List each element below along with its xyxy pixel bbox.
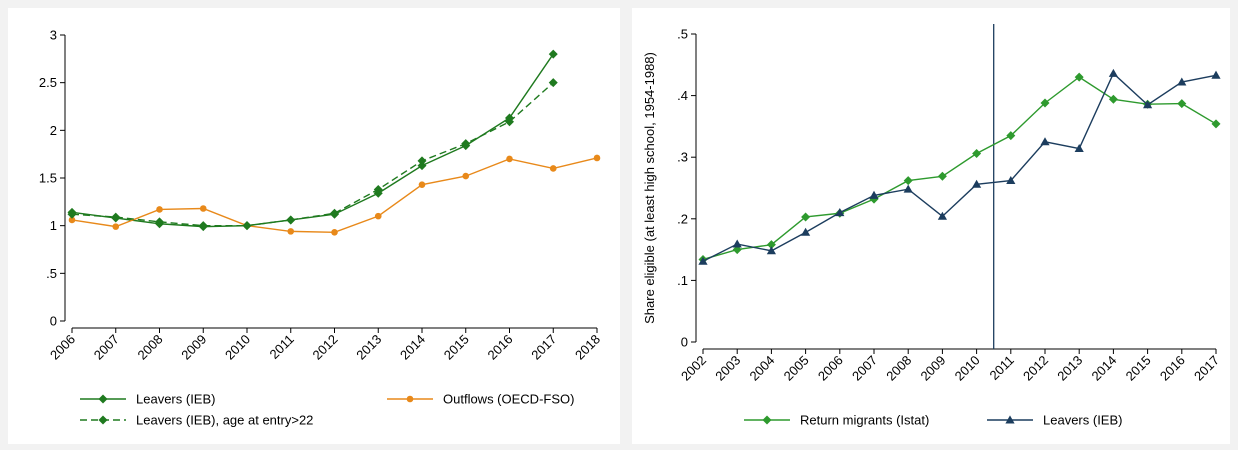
data-point xyxy=(1006,131,1016,141)
data-point xyxy=(111,212,121,222)
data-point xyxy=(903,184,913,193)
data-point xyxy=(1143,100,1153,109)
data-point xyxy=(1006,176,1016,185)
series-line-1 xyxy=(702,72,1217,262)
legend-marker xyxy=(98,415,108,425)
data-point xyxy=(835,208,845,217)
legend-label: Outflows (OECD-FSO) xyxy=(443,392,574,407)
data-point xyxy=(1040,98,1050,108)
data-point xyxy=(972,179,982,188)
y-axis-title: Share eligible (at least high school, 19… xyxy=(642,52,657,324)
data-point xyxy=(766,240,776,250)
legend-marker xyxy=(1005,415,1015,424)
data-point xyxy=(461,139,471,149)
data-point xyxy=(593,154,601,162)
data-point xyxy=(1074,72,1084,82)
y-tick-label: .5 xyxy=(46,266,57,281)
data-point xyxy=(548,78,558,88)
data-point xyxy=(549,165,557,172)
data-point xyxy=(198,221,208,231)
data-point xyxy=(505,117,514,127)
data-point xyxy=(373,184,383,194)
data-point xyxy=(1177,99,1187,109)
legend-label: Leavers (IEB), age at entry>22 xyxy=(136,413,313,428)
y-tick-label: 2 xyxy=(50,123,57,138)
y-tick-label: 2.5 xyxy=(39,75,57,90)
legend-label: Return migrants (Istat) xyxy=(800,413,929,428)
y-tick-label: 3 xyxy=(50,28,57,43)
y-tick-label: .3 xyxy=(677,150,688,165)
data-point xyxy=(68,216,76,224)
data-point xyxy=(331,229,338,236)
data-point xyxy=(155,217,164,227)
data-point xyxy=(1108,94,1118,104)
data-point xyxy=(506,155,513,163)
data-point xyxy=(869,190,879,199)
legend-label: Leavers (IEB) xyxy=(1043,413,1122,428)
legend-marker xyxy=(762,415,772,425)
legend-marker xyxy=(98,394,108,404)
data-point xyxy=(67,209,77,219)
y-tick-label: 1 xyxy=(50,218,57,233)
data-point xyxy=(1074,143,1084,153)
data-point xyxy=(286,215,296,225)
data-point xyxy=(330,208,339,218)
series-line-0 xyxy=(702,76,1217,261)
data-point xyxy=(242,221,252,231)
y-tick-label: 0 xyxy=(50,314,57,329)
data-point xyxy=(766,246,776,255)
data-point xyxy=(732,239,742,248)
series-line-2 xyxy=(71,82,554,227)
data-point xyxy=(937,171,947,181)
data-point xyxy=(1177,77,1187,86)
y-tick-label: .1 xyxy=(677,273,688,288)
y-tick-label: 0 xyxy=(681,335,688,350)
left-panel-background xyxy=(8,8,620,444)
data-point xyxy=(287,228,295,235)
data-point xyxy=(417,161,427,171)
data-point xyxy=(548,49,558,59)
data-point xyxy=(112,223,120,230)
y-tick-label: .4 xyxy=(677,88,688,103)
data-point xyxy=(1211,119,1221,129)
data-point xyxy=(199,205,207,212)
data-point xyxy=(972,149,982,159)
data-point xyxy=(417,156,427,166)
data-point xyxy=(156,206,163,213)
right-panel-background xyxy=(632,8,1230,444)
y-tick-label: 1.5 xyxy=(39,171,57,186)
data-point xyxy=(801,227,811,236)
data-point xyxy=(698,256,708,265)
data-point xyxy=(1040,137,1050,146)
legend-label: Leavers (IEB) xyxy=(136,392,215,407)
legend-marker xyxy=(406,395,414,403)
data-point xyxy=(418,181,426,188)
data-point xyxy=(1108,68,1118,77)
data-point xyxy=(374,212,382,220)
data-point xyxy=(903,176,913,186)
data-point xyxy=(937,211,947,220)
data-point xyxy=(1211,70,1221,79)
y-tick-label: .2 xyxy=(677,211,688,226)
data-point xyxy=(801,212,811,222)
data-point xyxy=(462,172,470,180)
y-tick-label: .5 xyxy=(677,27,688,42)
series-line-0 xyxy=(71,53,554,228)
